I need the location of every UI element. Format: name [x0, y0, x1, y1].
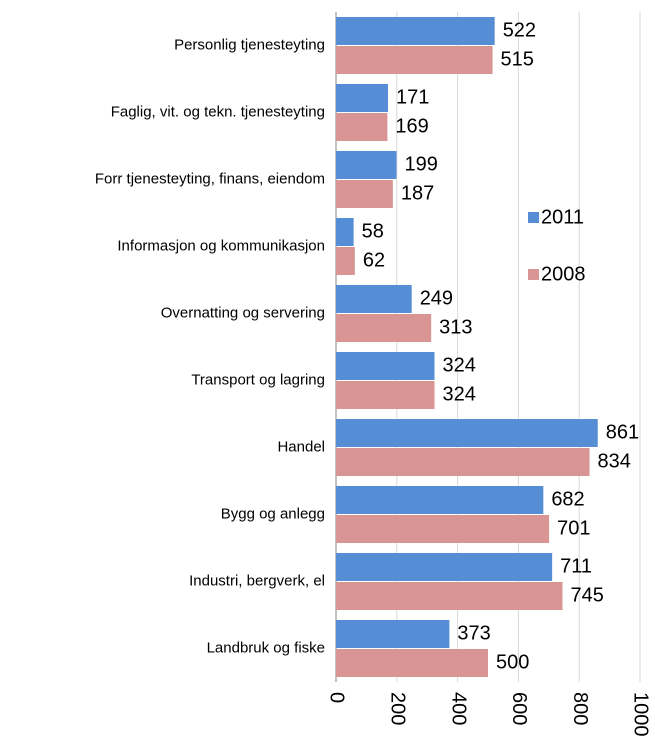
value-label: 171: [396, 86, 429, 108]
value-label: 701: [557, 517, 590, 539]
x-tick-label: 800: [569, 692, 591, 725]
value-label: 187: [401, 182, 434, 204]
value-label: 58: [362, 220, 384, 242]
value-label: 682: [551, 488, 584, 510]
bar: [336, 151, 397, 179]
bar: [336, 314, 432, 342]
legend-label: 2008: [541, 263, 586, 285]
bar: [336, 448, 590, 476]
x-tick-label: 200: [387, 692, 409, 725]
category-label: Personlig tjenesteyting: [174, 36, 325, 53]
value-label: 861: [606, 421, 639, 443]
bar: [336, 113, 388, 141]
legend-label: 2011: [541, 206, 584, 228]
category-label: Handel: [277, 438, 325, 455]
bar: [336, 218, 354, 246]
bar: [336, 486, 544, 514]
value-label: 62: [363, 249, 385, 271]
bar: [336, 381, 435, 409]
bar: [336, 553, 553, 581]
bar: [336, 46, 493, 74]
category-label: Transport og lagring: [191, 371, 325, 388]
bar: [336, 649, 488, 677]
x-tick-label: 1000: [630, 692, 652, 737]
value-label: 199: [404, 153, 437, 175]
value-label: 711: [560, 555, 592, 577]
x-tick-label: 600: [508, 692, 530, 725]
value-label: 324: [442, 383, 475, 405]
bar: [336, 84, 388, 112]
x-tick-label: 0: [326, 692, 348, 703]
value-label: 500: [496, 651, 529, 673]
value-label: 249: [420, 287, 453, 309]
category-label: Informasjon og kommunikasjon: [117, 237, 325, 254]
category-label: Forr tjenesteyting, finans, eiendom: [95, 170, 325, 187]
bar: [336, 419, 598, 447]
bar: [336, 180, 393, 208]
value-label: 515: [501, 48, 534, 70]
x-tick-label: 400: [447, 692, 469, 725]
value-label: 373: [457, 622, 490, 644]
category-label: Landbruk og fiske: [207, 639, 325, 656]
bar: [336, 582, 563, 610]
bar: [336, 17, 495, 45]
legend-swatch: [528, 269, 539, 280]
category-label: Industri, bergverk, el: [189, 572, 325, 589]
bar: [336, 247, 355, 275]
bar: [336, 352, 435, 380]
category-label: Faglig, vit. og tekn. tjenesteyting: [111, 103, 325, 120]
value-label: 745: [570, 584, 603, 606]
legend-swatch: [528, 212, 539, 223]
value-label: 834: [598, 450, 631, 472]
category-label: Bygg og anlegg: [221, 505, 325, 522]
bar: [336, 515, 550, 543]
value-label: 313: [439, 316, 472, 338]
value-label: 324: [442, 354, 475, 376]
value-label: 169: [395, 115, 428, 137]
bar: [336, 620, 450, 648]
bar: [336, 285, 412, 313]
category-label: Overnatting og servering: [161, 304, 325, 321]
value-label: 522: [503, 19, 536, 41]
